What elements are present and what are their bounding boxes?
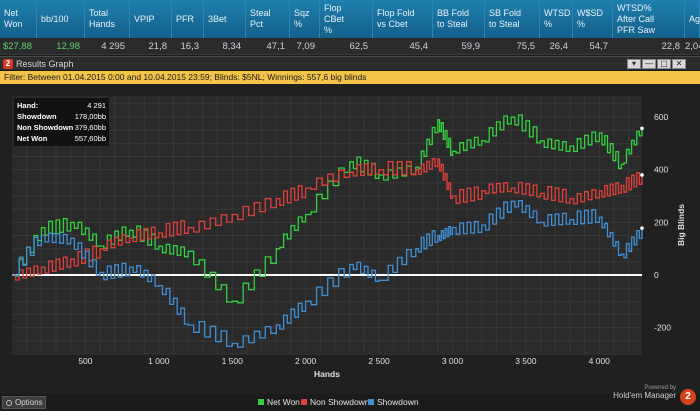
stats-value-cell: 7,09 xyxy=(296,41,316,52)
stats-value-cell: 62,5 xyxy=(349,41,369,52)
stats-column-header[interactable]: Steal Pct xyxy=(246,0,290,38)
stats-column-header[interactable]: WTSD% After Call PFR Saw xyxy=(613,0,685,38)
y-axis-label: Big Blinds xyxy=(676,204,686,246)
x-tick-label: 1 000 xyxy=(148,356,170,366)
stats-column-header[interactable]: BB Fold to Steal xyxy=(433,0,485,38)
x-tick-label: 500 xyxy=(78,356,92,366)
results-chart[interactable]: 500 1 000 1 500 2 000 2 500 3 000 3 500 4 000 60… xyxy=(0,84,700,394)
filter-text: Filter: Between 01.04.2015 0:00 and 10.0… xyxy=(4,72,367,82)
y-tick-label: 0 xyxy=(654,270,659,280)
stats-value-cell: 22,8 xyxy=(661,41,681,52)
bottom-bar: Options xyxy=(0,394,700,411)
stats-label: Non Showdown xyxy=(17,123,74,132)
legend-item-net-won[interactable]: Net Won xyxy=(258,397,300,407)
window-titlebar: 2 Results Graph ▾ — ▢ ✕ xyxy=(0,56,700,70)
stats-value-cell: 75,5 xyxy=(516,41,536,52)
stats-row-non-showdown: Non Showdown 379,60bb xyxy=(17,122,106,133)
series-end-point xyxy=(640,226,644,230)
x-tick-label: 2 000 xyxy=(295,356,317,366)
stats-value: 557,60bb xyxy=(74,134,106,143)
legend-swatch xyxy=(368,399,374,405)
stats-label: Net Won xyxy=(17,134,48,143)
brand-logo-area: Powered by Hold'em Manager 2 xyxy=(613,385,696,405)
results-graph[interactable]: 500 1 000 1 500 2 000 2 500 3 000 3 500 4 000 60… xyxy=(0,84,700,394)
stats-column-header[interactable]: VPIP xyxy=(130,0,172,38)
options-button[interactable]: Options xyxy=(2,396,46,409)
stats-value-cell: 8,34 xyxy=(222,41,242,52)
stats-value-cell: 12,98 xyxy=(56,41,80,52)
legend-item-showdown[interactable]: Showdown xyxy=(368,397,419,407)
y-tick-label: 200 xyxy=(654,217,668,227)
window-minimize-button[interactable]: — xyxy=(642,59,656,69)
stats-label: Showdown xyxy=(17,112,57,121)
stats-value-cell: 26,4 xyxy=(549,41,569,52)
stats-row-showdown: Showdown 178,00bb xyxy=(17,111,106,122)
series-line-net-won xyxy=(12,114,643,304)
legend-label: Non Showdown xyxy=(310,397,370,407)
stats-column-header[interactable]: bb/100 xyxy=(37,0,85,38)
stats-row-net-won: Net Won 557,60bb xyxy=(17,133,106,144)
x-tick-label: 2 500 xyxy=(368,356,390,366)
stats-row-hands: Hand: 4 291 xyxy=(17,100,106,111)
stats-column-header[interactable]: Total Hands xyxy=(85,0,130,38)
stats-value-cell: 47,1 xyxy=(266,41,286,52)
x-axis-label: Hands xyxy=(314,369,340,379)
series-line-non-showdown xyxy=(12,158,643,281)
stats-column-header[interactable]: Net Won xyxy=(0,0,37,38)
stats-value-cell: 21,8 xyxy=(148,41,168,52)
stats-value-cell: 16,3 xyxy=(180,41,200,52)
legend-swatch xyxy=(258,399,264,405)
window-maximize-button[interactable]: ▢ xyxy=(657,59,671,69)
stats-column-header[interactable]: Agg xyxy=(685,0,700,38)
stats-value: 4 291 xyxy=(87,101,106,110)
legend-label: Showdown xyxy=(377,397,419,407)
x-tick-label: 3 500 xyxy=(515,356,537,366)
stats-value-cell: 45,4 xyxy=(409,41,429,52)
stats-header-row: Net Won bb/100 Total Hands VPIP PFR 3Bet Steal… xyxy=(0,0,700,38)
stats-column-header[interactable]: WTSD % xyxy=(540,0,573,38)
options-label: Options xyxy=(15,398,43,407)
legend-item-non-showdown[interactable]: Non Showdown xyxy=(301,397,370,407)
legend-label: Net Won xyxy=(267,397,300,407)
hem-logo-icon: 2 xyxy=(680,389,696,405)
stats-value-cell: 2,04 xyxy=(685,41,700,52)
window-title: Results Graph xyxy=(16,59,74,69)
stats-column-header[interactable]: Sqz % xyxy=(290,0,320,38)
stats-column-header[interactable]: Flop CBet % xyxy=(320,0,373,38)
stats-value-cell: 59,9 xyxy=(461,41,481,52)
stats-column-header[interactable]: PFR xyxy=(172,0,204,38)
stats-column-header[interactable]: SB Fold to Steal xyxy=(485,0,540,38)
series-line-showdown xyxy=(12,199,643,348)
stats-value: 379,60bb xyxy=(74,123,106,132)
window-menu-button[interactable]: ▾ xyxy=(627,59,641,69)
stats-value-cell: $27,88 xyxy=(2,41,32,52)
x-tick-label: 1 500 xyxy=(222,356,244,366)
stats-value-row: $27,88 12,98 4 295 21,8 16,3 8,34 47,1 7,09 62,5… xyxy=(0,38,700,55)
series-end-point xyxy=(640,173,644,177)
stats-value: 178,00bb xyxy=(74,112,106,121)
legend-swatch xyxy=(301,399,307,405)
results-graph-icon: 2 xyxy=(3,59,13,69)
brand-powered-by: Powered by xyxy=(644,385,676,391)
stats-column-header[interactable]: 3Bet xyxy=(204,0,246,38)
x-tick-label: 4 000 xyxy=(589,356,611,366)
window-close-button[interactable]: ✕ xyxy=(672,59,686,69)
y-tick-label: 400 xyxy=(654,165,668,175)
brand-name: Hold'em Manager xyxy=(613,391,676,400)
stats-value-cell: 54,7 xyxy=(589,41,609,52)
y-tick-label: 600 xyxy=(654,112,668,122)
x-tick-label: 3 000 xyxy=(442,356,464,366)
stats-value-cell: 4 295 xyxy=(101,41,125,52)
series-end-point xyxy=(640,126,644,131)
y-tick-label: -200 xyxy=(654,323,671,333)
stats-table: Net Won bb/100 Total Hands VPIP PFR 3Bet Steal… xyxy=(0,0,700,55)
gear-icon xyxy=(6,400,12,406)
filter-bar: Filter: Between 01.04.2015 0:00 and 10.0… xyxy=(0,71,700,84)
stats-summary-box: Hand: 4 291 Showdown 178,00bb Non Showdown… xyxy=(14,98,109,146)
stats-label: Hand: xyxy=(17,101,39,110)
stats-column-header[interactable]: W$SD % xyxy=(573,0,613,38)
stats-column-header[interactable]: Flop Fold vs Cbet xyxy=(373,0,433,38)
